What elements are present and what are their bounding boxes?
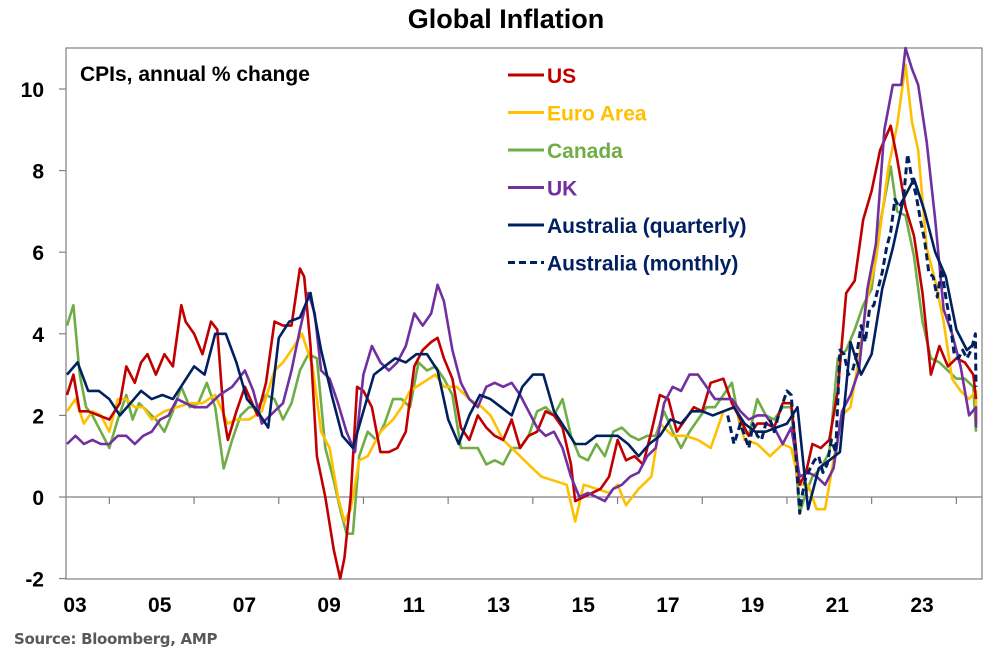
legend: US Euro Area Canada UK Australia (quarterly)…	[508, 65, 747, 276]
y-tick-label: -2	[25, 569, 44, 592]
x-tick-label: 11	[403, 594, 426, 617]
x-tick-label: 07	[233, 594, 256, 617]
x-tick-label: 15	[572, 594, 596, 617]
legend-label: Euro Area	[547, 103, 647, 126]
y-tick-label: 8	[32, 161, 44, 184]
series-line-uk	[66, 46, 978, 503]
x-tick-label: 21	[826, 594, 850, 617]
series-group	[65, 46, 978, 580]
legend-label: Australia (monthly)	[547, 253, 738, 276]
x-tick-label: 23	[910, 594, 933, 617]
y-tick-label: 10	[21, 79, 44, 102]
x-tick-label: 03	[63, 594, 86, 617]
legend-label: UK	[547, 178, 577, 201]
axes: -2 0 2 4 6 8 10 03 05 07 09 11 13 15 17 19 21 23	[21, 79, 982, 617]
y-tick-label: 4	[32, 324, 44, 347]
x-tick-label: 17	[656, 594, 679, 617]
legend-label: Canada	[547, 140, 623, 163]
x-tick-label: 05	[148, 594, 172, 617]
series-line-australia-quarterly	[66, 177, 977, 511]
series-line-us	[65, 124, 978, 580]
x-tick-label: 19	[741, 594, 764, 617]
source-note: Source: Bloomberg, AMP	[14, 630, 218, 648]
chart-title: Global Inflation	[408, 4, 605, 34]
x-tick-label: 13	[487, 594, 510, 617]
y-tick-label: 6	[32, 242, 44, 265]
chart-subtitle: CPIs, annual % change	[80, 63, 310, 86]
series-line-canada	[65, 165, 978, 536]
y-tick-label: 2	[32, 405, 44, 428]
y-tick-label: 0	[32, 487, 44, 510]
x-tick-label: 09	[317, 594, 340, 617]
legend-label: US	[547, 65, 576, 88]
legend-label: Australia (quarterly)	[547, 215, 747, 238]
